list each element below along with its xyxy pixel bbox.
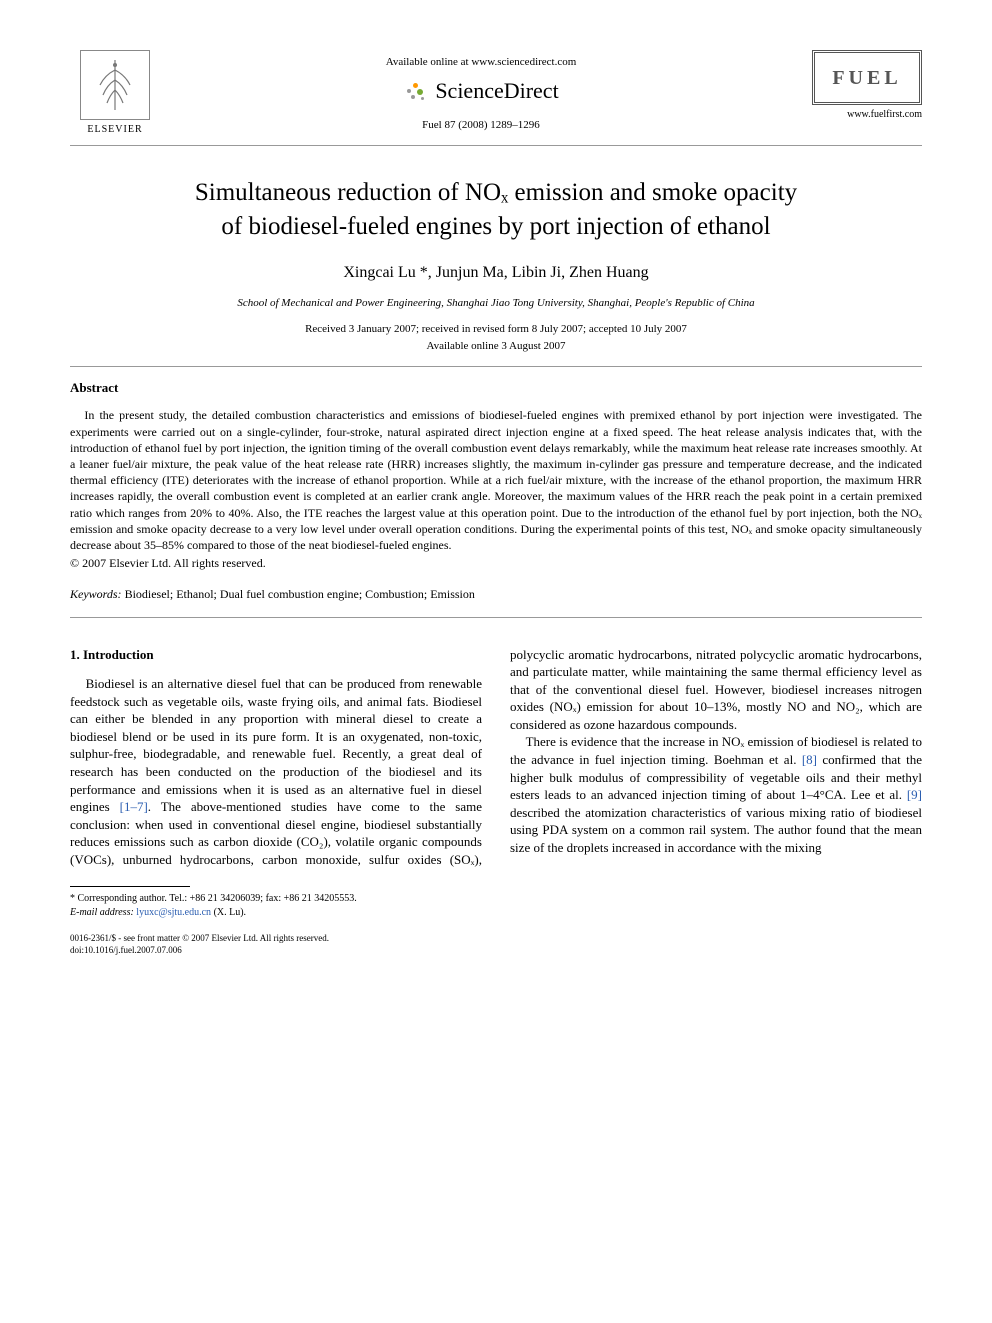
- reference-link[interactable]: [1–7]: [120, 799, 148, 814]
- journal-url: www.fuelfirst.com: [802, 108, 922, 122]
- sciencedirect-dots-icon: [403, 81, 429, 103]
- elsevier-tree-icon: [80, 50, 150, 120]
- article-dates: Received 3 January 2007; received in rev…: [70, 321, 922, 354]
- intro-text: Biodiesel is an alternative diesel fuel …: [70, 676, 482, 814]
- email-address[interactable]: lyuxc@sjtu.edu.cn: [136, 907, 211, 918]
- title-line-1: Simultaneous reduction of NOₓ emission a…: [195, 179, 797, 206]
- divider: [70, 145, 922, 146]
- footer-copyright: 0016-2361/$ - see front matter © 2007 El…: [70, 933, 922, 945]
- corresponding-line: * Corresponding author. Tel.: +86 21 342…: [70, 892, 922, 906]
- keywords-label: Keywords:: [70, 587, 122, 601]
- corresponding-author-footnote: * Corresponding author. Tel.: +86 21 342…: [70, 892, 922, 919]
- received-date: Received 3 January 2007; received in rev…: [305, 323, 687, 335]
- page-footer: 0016-2361/$ - see front matter © 2007 El…: [70, 933, 922, 956]
- platform-name: ScienceDirect: [435, 76, 558, 107]
- journal-logo: FUEL: [812, 50, 922, 105]
- reference-link[interactable]: [8]: [802, 752, 817, 767]
- publisher-name: ELSEVIER: [87, 123, 142, 137]
- intro-text: described the atomization characteristic…: [510, 805, 922, 855]
- available-online-text: Available online at www.sciencedirect.co…: [160, 55, 802, 70]
- abstract-copyright: © 2007 Elsevier Ltd. All rights reserved…: [70, 555, 922, 572]
- reference-link[interactable]: [9]: [907, 787, 922, 802]
- abstract-body: In the present study, the detailed combu…: [70, 407, 922, 553]
- email-suffix: (X. Lu).: [214, 907, 247, 918]
- publisher-logo: ELSEVIER: [70, 50, 160, 137]
- footnote-rule: [70, 886, 190, 887]
- header-bar: ELSEVIER Available online at www.science…: [70, 50, 922, 137]
- platform-logo: ScienceDirect: [403, 76, 558, 107]
- body-columns: 1. Introduction Biodiesel is an alternat…: [70, 646, 922, 869]
- divider: [70, 366, 922, 367]
- journal-logo-box: FUEL www.fuelfirst.com: [802, 50, 922, 122]
- available-date: Available online 3 August 2007: [426, 340, 565, 352]
- intro-paragraph-2: There is evidence that the increase in N…: [510, 733, 922, 856]
- keywords-list: Biodiesel; Ethanol; Dual fuel combustion…: [125, 587, 475, 601]
- citation-text: Fuel 87 (2008) 1289–1296: [160, 118, 802, 133]
- abstract-heading: Abstract: [70, 379, 922, 397]
- email-label: E-mail address:: [70, 907, 134, 918]
- affiliation: School of Mechanical and Power Engineeri…: [70, 296, 922, 311]
- keywords-line: Keywords: Biodiesel; Ethanol; Dual fuel …: [70, 586, 922, 603]
- footer-doi: doi:10.1016/j.fuel.2007.07.006: [70, 945, 922, 957]
- title-line-2: of biodiesel-fueled engines by port inje…: [221, 213, 770, 240]
- author-list: Xingcai Lu *, Junjun Ma, Libin Ji, Zhen …: [70, 262, 922, 284]
- header-center: Available online at www.sciencedirect.co…: [160, 50, 802, 133]
- introduction-heading: 1. Introduction: [70, 646, 482, 664]
- article-title: Simultaneous reduction of NOₓ emission a…: [110, 176, 882, 244]
- email-line: E-mail address: lyuxc@sjtu.edu.cn (X. Lu…: [70, 906, 922, 920]
- divider: [70, 617, 922, 618]
